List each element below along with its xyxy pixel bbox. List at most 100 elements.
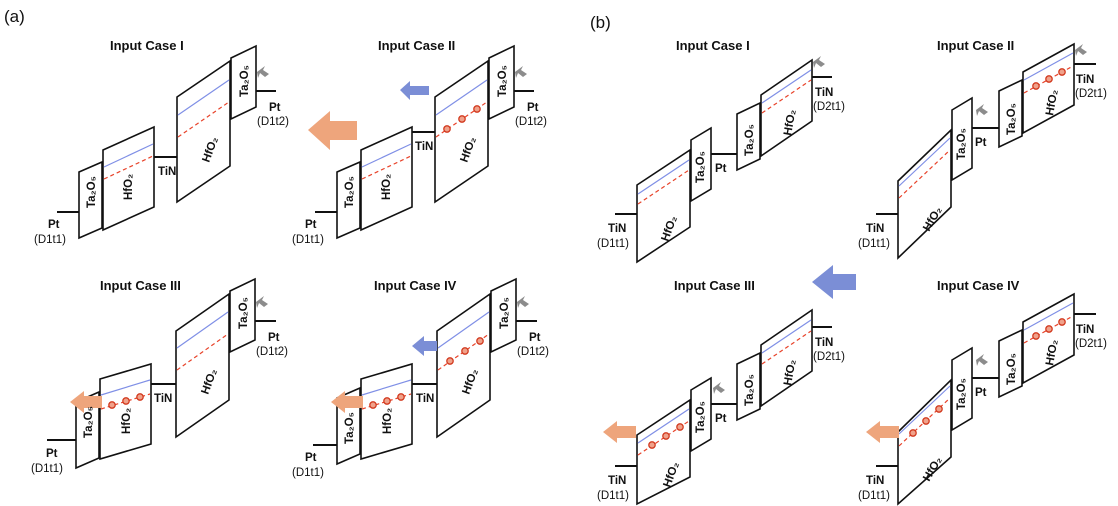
right-device-label: (D1t2) bbox=[257, 116, 289, 128]
blue-band-line bbox=[1023, 302, 1074, 331]
right-device-label: (D2t1) bbox=[1075, 88, 1107, 100]
hfo2-layer bbox=[102, 125, 155, 232]
blue-band-line bbox=[637, 159, 690, 195]
orange-arrow-icon bbox=[331, 391, 363, 413]
panel-b-label: (b) bbox=[590, 13, 611, 32]
ta2o5-label: Ta₂O₅ bbox=[744, 124, 756, 156]
vacancy-dot bbox=[443, 125, 451, 133]
right-device-label: (D1t2) bbox=[515, 116, 547, 128]
hfo2-layer bbox=[360, 125, 413, 232]
right-electrode-label: Pt bbox=[527, 102, 539, 114]
right-electrode-label: Pt bbox=[529, 332, 541, 344]
left-device-label: (D1t1) bbox=[597, 490, 629, 502]
middle-electrode-label: TiN bbox=[415, 141, 433, 153]
ta2o5-label: Ta₂O₅ bbox=[1006, 353, 1018, 385]
hfo2-label: HfO₂ bbox=[381, 174, 393, 200]
hfo2-label: HfO₂ bbox=[121, 408, 133, 434]
ta2o5-layer bbox=[336, 160, 361, 240]
ta2o5-layer bbox=[736, 351, 761, 422]
blue-band-line bbox=[103, 143, 154, 168]
left-electrode-label: TiN bbox=[608, 475, 626, 487]
middle-electrode-label: Pt bbox=[975, 137, 987, 149]
red-band-line bbox=[1023, 315, 1074, 344]
ta2o5-label: Ta₂O₅ bbox=[956, 378, 968, 410]
blue-band-line bbox=[637, 408, 690, 444]
blue-arrow-icon bbox=[400, 81, 429, 100]
vacancy-dot bbox=[369, 401, 377, 409]
ta2o5-label: Ta₂O₅ bbox=[238, 297, 250, 329]
vacancy-dot bbox=[473, 105, 481, 113]
vacancy-dot bbox=[922, 417, 930, 425]
gray-arrow-icon bbox=[976, 354, 988, 366]
red-band-line bbox=[1023, 65, 1074, 94]
red-band-line bbox=[177, 101, 230, 138]
middle-electrode-label: TiN bbox=[416, 393, 434, 405]
ta2o5-layer bbox=[998, 78, 1023, 149]
middle-electrode-label: Pt bbox=[975, 387, 987, 399]
orange-arrow-icon bbox=[866, 421, 899, 443]
hfo2-layer bbox=[434, 59, 489, 204]
hfo2-layer bbox=[760, 58, 813, 158]
hfo2-label: HfO₂ bbox=[382, 408, 394, 434]
ta2o5-layer bbox=[998, 328, 1023, 399]
ta2o5-layer bbox=[229, 277, 256, 354]
case-b3: Input Case III HfO₂ Ta₂O₅ Ta₂O₅ HfO₂ Pt … bbox=[597, 265, 856, 506]
right-electrode-label: TiN bbox=[815, 87, 833, 99]
vacancy-dot bbox=[1058, 318, 1066, 326]
red-band-line bbox=[761, 79, 812, 114]
gray-arrow-icon bbox=[257, 66, 269, 78]
right-device-label: (D2t1) bbox=[1075, 338, 1107, 350]
left-device-label: (D1t1) bbox=[858, 238, 890, 250]
hfo2-label: HfO₂ bbox=[1044, 339, 1060, 367]
ta2o5-label: Ta₂O₅ bbox=[499, 297, 511, 329]
ta2o5-label: Ta₂O₅ bbox=[344, 176, 356, 208]
red-band-line bbox=[637, 169, 690, 205]
left-electrode-label: TiN bbox=[866, 475, 884, 487]
middle-electrode-label: Pt bbox=[715, 413, 727, 425]
hfo2-layer bbox=[636, 398, 691, 506]
vacancy-dot bbox=[676, 423, 684, 431]
left-electrode-label: Pt bbox=[48, 219, 60, 231]
vacancy-dot bbox=[108, 401, 116, 409]
ta2o5-label: Ta₂O₅ bbox=[86, 176, 98, 208]
vacancy-dot bbox=[476, 337, 484, 345]
ta2o5-layer bbox=[690, 126, 712, 203]
ta2o5-label: Ta₂O₅ bbox=[239, 65, 251, 97]
gray-arrow-icon bbox=[813, 56, 825, 68]
blue-band-line bbox=[361, 143, 412, 168]
hfo2-layer bbox=[436, 292, 491, 439]
right-electrode-label: TiN bbox=[1076, 74, 1094, 86]
vacancy-dot bbox=[136, 393, 144, 401]
vacancy-dot bbox=[461, 347, 469, 355]
hfo2-layer bbox=[897, 378, 952, 506]
left-electrode-label: Pt bbox=[305, 219, 317, 231]
vacancy-dot bbox=[1045, 75, 1053, 83]
hfo2-label: HfO₂ bbox=[782, 109, 798, 137]
red-band-line bbox=[898, 149, 951, 199]
hfo2-layer bbox=[360, 362, 413, 461]
left-electrode-label: TiN bbox=[608, 223, 626, 235]
red-band-line bbox=[761, 330, 812, 365]
gray-arrow-icon bbox=[713, 382, 725, 394]
vacancy-dot bbox=[1032, 82, 1040, 90]
orange-arrow-icon bbox=[603, 421, 636, 443]
vacancy-dot bbox=[458, 115, 466, 123]
middle-electrode-label: TiN bbox=[154, 393, 172, 405]
blue-band-line bbox=[361, 379, 412, 396]
case-title: Input Case III bbox=[674, 278, 755, 293]
left-device-label: (D1t1) bbox=[34, 234, 66, 246]
ta2o5-label: Ta₂O₅ bbox=[83, 406, 95, 438]
vacancy-dot bbox=[662, 432, 670, 440]
hfo2-label: HfO₂ bbox=[1044, 89, 1060, 117]
ta2o5-layer bbox=[951, 96, 973, 182]
gray-arrow-icon bbox=[515, 66, 527, 78]
red-band-line bbox=[176, 333, 229, 371]
hfo2-label: HfO₂ bbox=[782, 359, 798, 387]
ta2o5-label: Ta₂O₅ bbox=[1006, 103, 1018, 135]
blue-band-line bbox=[898, 385, 951, 435]
hfo2-layer bbox=[760, 308, 813, 408]
right-electrode-label: Pt bbox=[269, 102, 281, 114]
blue-band-line bbox=[437, 311, 490, 349]
ta2o5-label: Ta₂O₅ bbox=[744, 374, 756, 406]
